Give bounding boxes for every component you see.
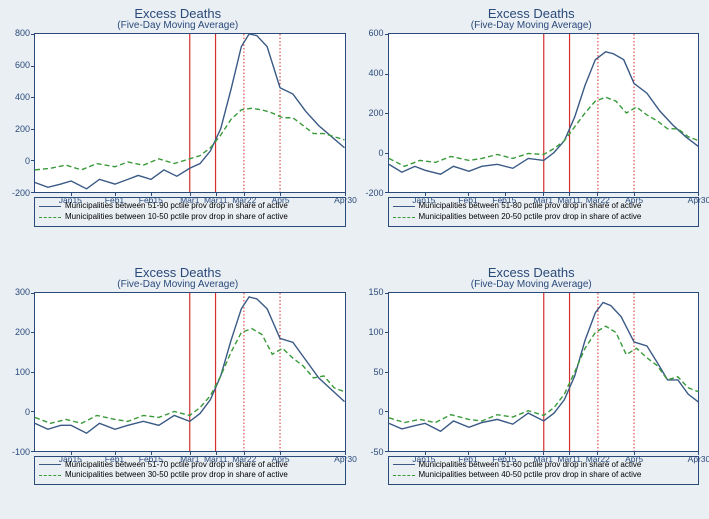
- legend-swatch-dash: [39, 475, 61, 476]
- y-tick-label: 0: [4, 407, 30, 417]
- x-tick-label: Apr30: [334, 454, 357, 464]
- panel-subtitle: (Five-Day Moving Average): [4, 20, 352, 31]
- legend-row: Municipalities between 10-50 pctile prov…: [39, 212, 341, 223]
- legend-row: Municipalities between 30-50 pctile prov…: [39, 470, 341, 481]
- y-tick-label: 0: [358, 407, 384, 417]
- chart-panel: Excess Deaths(Five-Day Moving Average) -2…: [4, 4, 352, 257]
- x-tick-label: Jan15: [59, 454, 82, 464]
- x-tick-label: Jan15: [412, 454, 435, 464]
- x-tick-label: Mar22: [586, 195, 610, 205]
- x-tick-label: Jan15: [412, 195, 435, 205]
- legend-swatch-dash: [39, 217, 61, 218]
- plot-area: -2000200400600800Jan15Feb1Feb15Mar1Mar11…: [34, 33, 346, 193]
- x-tick-label: Feb15: [139, 454, 163, 464]
- y-tick-label: 150: [358, 287, 384, 297]
- x-tick-label: Apr5: [625, 454, 643, 464]
- y-tick-label: 100: [358, 327, 384, 337]
- x-tick-label: Apr5: [272, 195, 290, 205]
- y-tick-label: 200: [4, 327, 30, 337]
- y-tick-label: -100: [4, 447, 30, 457]
- x-tick-label: Feb1: [105, 195, 124, 205]
- panel-subtitle: (Five-Day Moving Average): [358, 20, 706, 31]
- y-tick-label: 400: [358, 68, 384, 78]
- y-tick-label: 600: [4, 60, 30, 70]
- x-tick-label: Feb15: [492, 454, 516, 464]
- legend-label: Municipalities between 20-50 pctile prov…: [419, 212, 642, 223]
- chart-panel: Excess Deaths(Five-Day Moving Average) -5…: [358, 263, 706, 516]
- x-tick-label: Mar1: [180, 454, 199, 464]
- y-tick-label: 100: [4, 367, 30, 377]
- legend-swatch-dash: [393, 217, 415, 218]
- panel-title: Excess Deaths: [358, 6, 706, 21]
- y-tick-label: 400: [4, 92, 30, 102]
- x-tick-label: Jan15: [59, 195, 82, 205]
- x-tick-label: Feb1: [105, 454, 124, 464]
- legend-label: Municipalities between 40-50 pctile prov…: [419, 470, 642, 481]
- x-tick-label: Mar1: [534, 454, 553, 464]
- panel-subtitle: (Five-Day Moving Average): [358, 279, 706, 290]
- y-tick-label: 200: [4, 124, 30, 134]
- y-tick-label: 50: [358, 367, 384, 377]
- legend-row: Municipalities between 20-50 pctile prov…: [393, 212, 695, 223]
- y-tick-label: 200: [358, 108, 384, 118]
- x-tick-label: Apr30: [688, 195, 709, 205]
- y-tick-label: -200: [358, 188, 384, 198]
- legend-swatch-dash: [393, 475, 415, 476]
- panel-title: Excess Deaths: [358, 265, 706, 280]
- plot-area: -50050100150Jan15Feb1Feb15Mar1Mar11Mar22…: [388, 292, 700, 452]
- plot-area: -2000200400600Jan15Feb1Feb15Mar1Mar11Mar…: [388, 33, 700, 193]
- x-tick-label: Apr30: [334, 195, 357, 205]
- y-tick-label: -200: [4, 188, 30, 198]
- legend-label: Municipalities between 10-50 pctile prov…: [65, 212, 288, 223]
- chart-panel: Excess Deaths(Five-Day Moving Average) -2…: [358, 4, 706, 257]
- y-tick-label: 0: [4, 156, 30, 166]
- panel-title: Excess Deaths: [4, 265, 352, 280]
- panel-title: Excess Deaths: [4, 6, 352, 21]
- x-tick-label: Mar22: [586, 454, 610, 464]
- x-tick-label: Feb15: [492, 195, 516, 205]
- y-tick-label: 600: [358, 28, 384, 38]
- x-tick-label: Apr5: [625, 195, 643, 205]
- x-tick-label: Mar11: [557, 454, 580, 464]
- chart-panel: Excess Deaths(Five-Day Moving Average) -1…: [4, 263, 352, 516]
- x-tick-label: Feb1: [458, 454, 477, 464]
- x-tick-label: Mar1: [180, 195, 199, 205]
- x-tick-label: Mar11: [557, 195, 580, 205]
- plot-area: -1000100200300Jan15Feb1Feb15Mar1Mar11Mar…: [34, 292, 346, 452]
- x-tick-label: Mar11: [204, 195, 227, 205]
- x-tick-label: Mar1: [534, 195, 553, 205]
- legend-row: Municipalities between 40-50 pctile prov…: [393, 470, 695, 481]
- y-tick-label: 300: [4, 287, 30, 297]
- x-tick-label: Feb15: [139, 195, 163, 205]
- x-tick-label: Mar11: [204, 454, 227, 464]
- legend-label: Municipalities between 30-50 pctile prov…: [65, 470, 288, 481]
- x-tick-label: Mar22: [232, 454, 256, 464]
- y-tick-label: 800: [4, 28, 30, 38]
- y-tick-label: 0: [358, 148, 384, 158]
- panel-subtitle: (Five-Day Moving Average): [4, 279, 352, 290]
- x-tick-label: Feb1: [458, 195, 477, 205]
- y-tick-label: -50: [358, 447, 384, 457]
- x-tick-label: Apr5: [272, 454, 290, 464]
- x-tick-label: Apr30: [688, 454, 709, 464]
- x-tick-label: Mar22: [232, 195, 256, 205]
